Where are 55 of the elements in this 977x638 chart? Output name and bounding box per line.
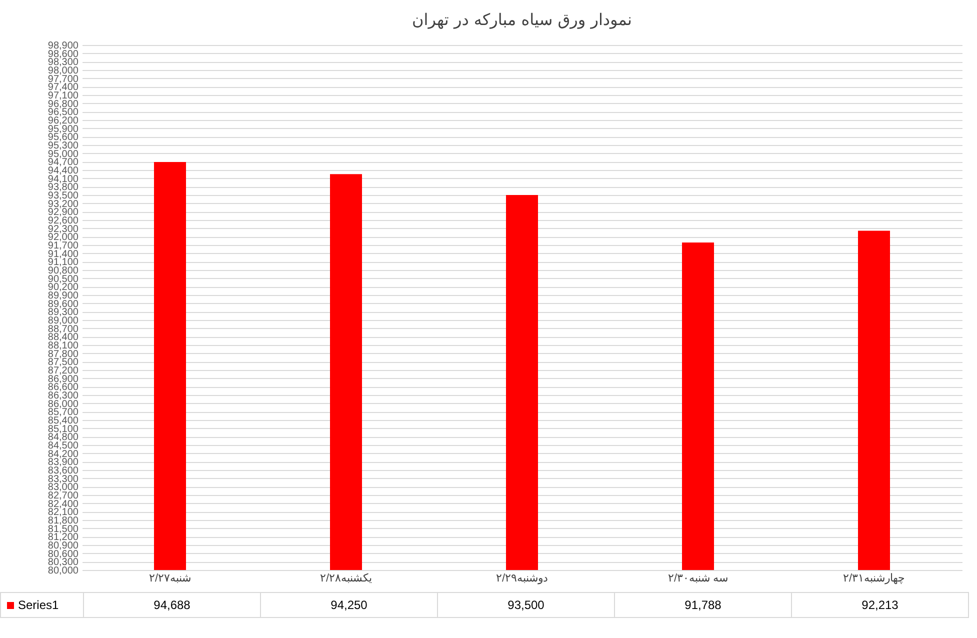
y-tick-label: 81,800 [48,516,79,526]
y-tick-label: 96,800 [48,98,79,110]
y-tick-label: 90,800 [48,266,79,276]
y-tick-label: 91,400 [48,248,79,260]
y-tick-label: 84,500 [48,440,79,452]
y-tick-label: 96,200 [48,116,79,126]
data-label: 92,213 [792,592,968,618]
y-tick-label: 82,700 [48,490,79,502]
y-tick-label: 98,600 [48,48,79,60]
y-tick-label: 84,200 [48,448,79,460]
y-tick-label: 95,900 [48,124,79,135]
y-tick-label: 89,900 [48,290,79,302]
y-tick-label: 97,700 [48,74,79,85]
y-tick-label: 82,400 [48,498,79,510]
y-tick-label: 93,500 [48,190,79,202]
x-tick-label: سه شنبه۲/۳۰ [668,572,728,584]
chart-title: نمودار ورق سیاه مبارکه در تهران [412,10,632,29]
x-tick-label: شنبه۲/۲۷ [148,572,192,584]
y-tick-label: 86,000 [48,398,79,410]
y-tick-label: 87,200 [48,366,79,376]
data-label: 91,788 [614,592,792,618]
y-tick-label: 91,700 [48,240,79,252]
y-tick-label: 94,400 [48,166,79,176]
y-tick-label: 93,200 [48,198,79,210]
y-tick-label: 94,100 [48,174,79,185]
data-label: 94,688 [84,592,260,618]
y-tick-label: 86,900 [48,374,79,385]
y-tick-label: 89,600 [48,298,79,310]
x-tick-label: چهارشنبه۲/۳۱ [842,572,906,584]
y-tick-label: 88,100 [48,340,79,352]
y-tick-label: 81,500 [48,524,79,535]
y-tick-label: 83,300 [48,474,79,485]
x-tick-label: یکشنبه۲/۲۸ [320,572,372,584]
data-label: 94,250 [260,592,438,618]
y-tick-label: 92,300 [48,224,79,235]
y-tick-label: 86,300 [48,390,79,402]
y-tick-label: 85,400 [48,416,79,426]
y-tick-label: 80,600 [48,548,79,560]
y-tick-label: 98,900 [48,40,79,52]
y-tick-label: 88,700 [48,324,79,335]
y-tick-label: 95,000 [48,148,79,160]
y-tick-label: 89,000 [48,316,79,326]
data-label: 93,500 [438,592,614,618]
y-tick-label: 83,600 [48,466,79,476]
y-tick-label: 80,000 [48,566,79,576]
legend-label: Series1 [0,592,84,618]
y-tick-label: 87,800 [48,348,79,360]
y-tick-label: 97,100 [48,90,79,102]
y-tick-label: 85,100 [48,424,79,435]
y-tick-label: 80,900 [48,540,79,552]
y-tick-label: 95,300 [48,140,79,152]
y-tick-label: 90,500 [48,274,79,285]
y-tick-label: 92,600 [48,216,79,226]
y-tick-label: 98,000 [48,66,79,76]
x-tick-label: دوشنبه۲/۲۹ [496,572,548,584]
